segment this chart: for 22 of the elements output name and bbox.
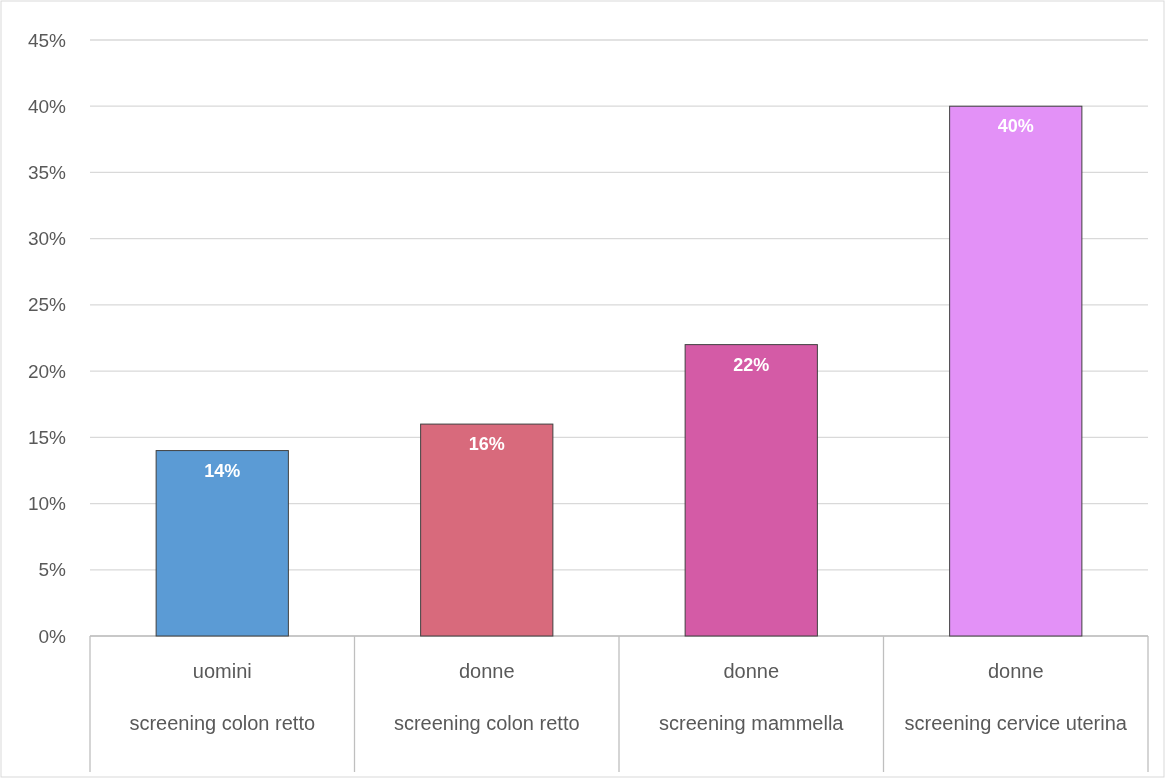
y-tick-label: 40% (27, 95, 67, 117)
data-label: 16% (468, 434, 505, 455)
bar (949, 105, 1083, 637)
y-tick-label: 15% (27, 426, 67, 448)
bar (684, 344, 818, 637)
data-label: 22% (733, 354, 770, 375)
y-tick-label: 10% (27, 493, 67, 515)
y-tick-label: 0% (38, 625, 67, 647)
y-tick-label: 5% (38, 559, 67, 581)
y-tick-label: 20% (27, 360, 67, 382)
category-label: uomini screening colon retto (129, 660, 316, 734)
category-label: donne screening cervice uterina (904, 660, 1127, 734)
y-tick-label: 30% (27, 228, 67, 250)
category-label: donne screening colon retto (393, 660, 580, 734)
bar (420, 423, 554, 637)
data-label: 14% (204, 460, 241, 481)
bar (155, 450, 289, 637)
y-tick-label: 45% (27, 29, 67, 51)
category-label: donne screening mammella (658, 660, 844, 734)
y-tick-label: 25% (27, 294, 67, 316)
y-tick-label: 35% (27, 162, 67, 184)
data-label: 40% (997, 116, 1034, 137)
